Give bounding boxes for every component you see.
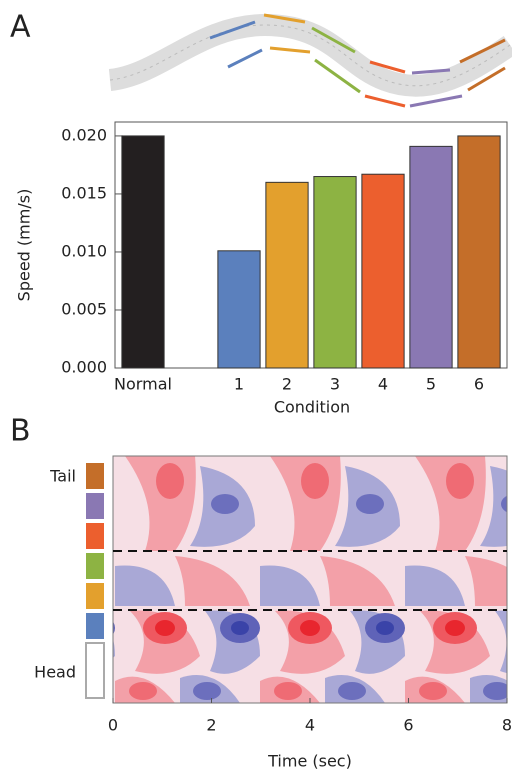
x-tick-label: Normal [114,375,172,394]
bar [217,250,261,369]
x-axis-label: Condition [274,398,350,417]
y-tick-label: 0.000 [61,358,107,377]
x-tick-label: 4 [378,375,388,394]
segment-box [86,583,104,609]
y-tick-label: 0.005 [61,299,107,318]
row-label: Head [34,663,76,682]
x-tick-label: 6 [403,716,413,735]
segment-box [86,463,104,489]
y-tick-label: 0.010 [61,241,107,260]
y-tick-label: 0.020 [61,125,107,144]
segment-box [86,613,104,639]
x-tick-label: 2 [206,716,216,735]
panel-label: A [10,10,31,45]
x-tick-label: 4 [305,716,315,735]
bar [121,135,165,369]
x-tick-label: 1 [234,375,244,394]
bar [409,145,453,369]
bar [361,173,405,369]
panel-label: B [10,414,31,449]
bar [457,135,501,369]
x-tick-label: 6 [474,375,484,394]
y-tick-label: 0.015 [61,183,107,202]
worm-illustration [108,13,512,108]
segment-box [85,642,105,699]
segment-box [86,553,104,579]
y-axis-label: Speed (mm/s) [15,189,34,302]
x-tick-label: 3 [330,375,340,394]
bar [265,181,309,369]
row-label: Tail [49,467,76,486]
plot-frame [114,121,508,369]
segment-box [86,523,104,549]
x-tick-label: 8 [502,716,512,735]
x-tick-label: 5 [426,375,436,394]
x-tick-label: 0 [108,716,118,735]
x-axis-label: Time (sec) [267,752,352,771]
x-tick-label: 2 [282,375,292,394]
wave-plot [112,455,508,704]
bar [313,176,357,369]
segment-box [86,493,104,519]
